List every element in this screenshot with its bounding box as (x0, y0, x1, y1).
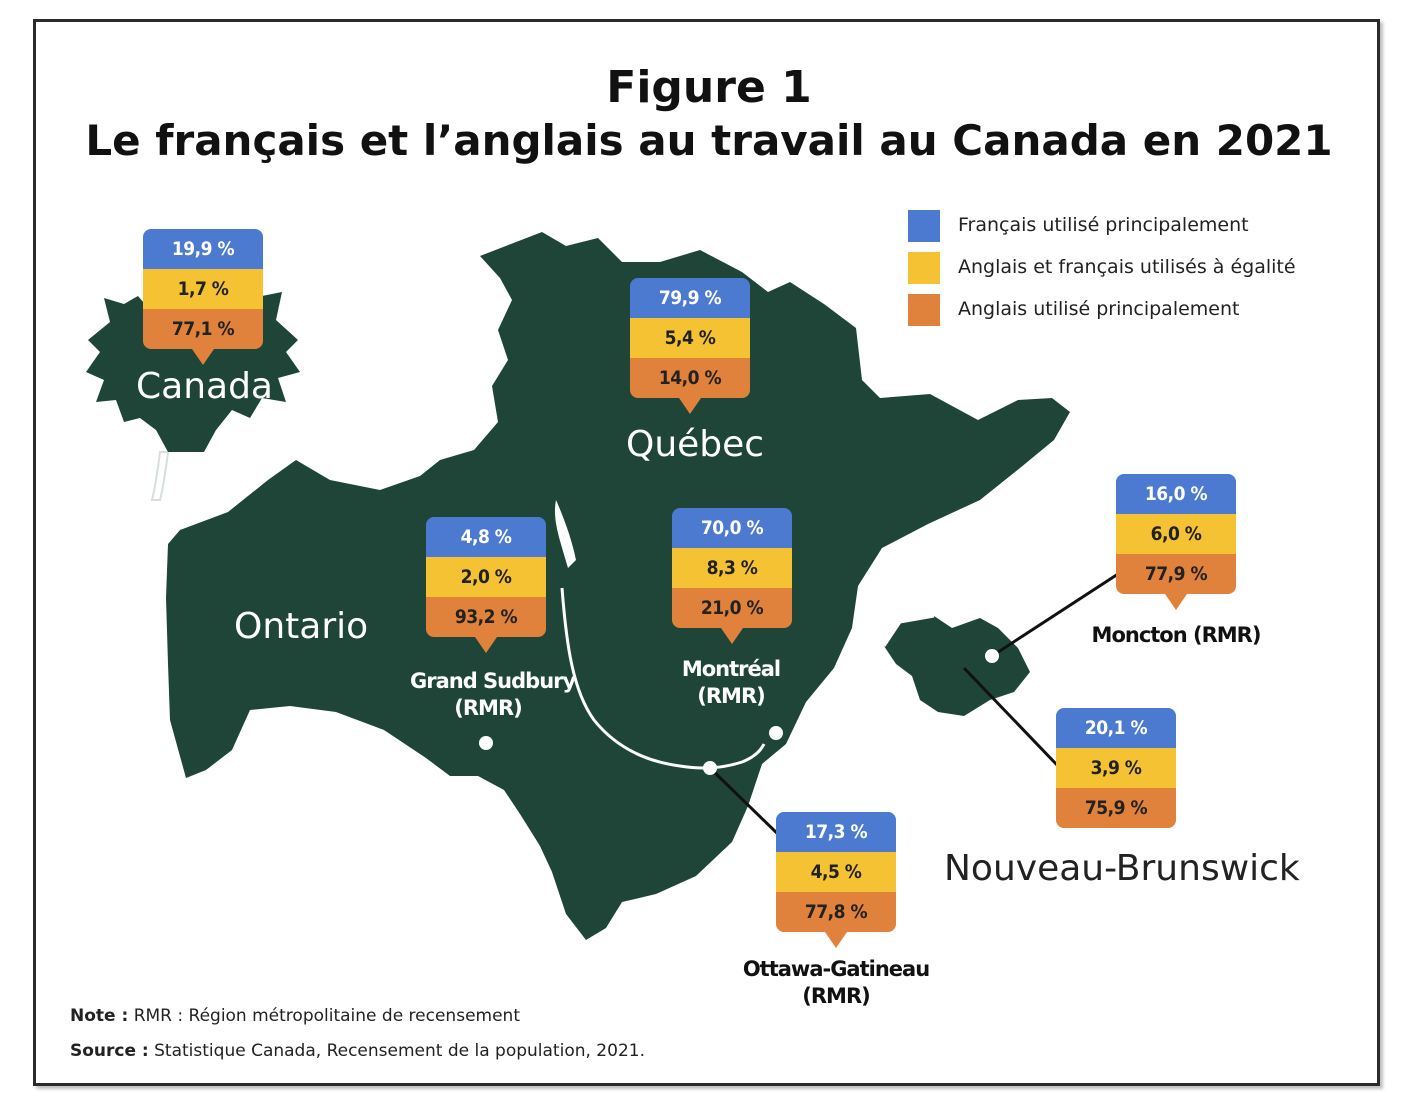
legend-swatch-francais (908, 210, 940, 242)
anglais-pct: 77,8 % (776, 892, 896, 932)
region-label-canada: Canada (136, 366, 273, 407)
anglais-pct: 75,9 % (1056, 788, 1176, 828)
city-label-line: Montréal (681, 657, 781, 681)
region-label-quebec: Québec (626, 424, 765, 465)
region-label-nb: Nouveau-Brunswick (944, 848, 1300, 889)
anglais-pct: 77,1 % (143, 309, 263, 349)
callout-pointer (192, 349, 214, 365)
region-label-ontario: Ontario (234, 606, 369, 647)
leader-line-nb (962, 666, 1060, 768)
callout-quebec: 79,9 % 5,4 % 14,0 % (630, 278, 750, 414)
ontario-quebec-landmass (166, 232, 1070, 940)
callout-nb: 20,1 % 3,9 % 75,9 % (1056, 708, 1176, 828)
city-label-line: (RMR) (802, 984, 870, 1008)
callout-canada: 19,9 % 1,7 % 77,1 % (143, 229, 263, 365)
legend-label-egalite: Anglais et français utilisés à égalité (958, 256, 1296, 278)
hudson-bay-cutout (554, 500, 576, 568)
callout-pointer (825, 932, 847, 948)
francais-pct: 19,9 % (143, 229, 263, 269)
anglais-pct: 93,2 % (426, 597, 546, 637)
figure-title: Le français et l’anglais au travail au C… (85, 116, 1333, 165)
leader-line-ottawa (708, 766, 786, 842)
francais-pct: 17,3 % (776, 812, 896, 852)
nb-outline (882, 614, 935, 647)
source-line: Source : Statistique Canada, Recensement… (70, 1041, 645, 1061)
city-label-line: Grand Sudbury (410, 669, 576, 693)
figure-number: Figure 1 (606, 62, 812, 113)
legend-label-francais: Français utilisé principalement (958, 214, 1249, 236)
legend-swatch-anglais (908, 294, 940, 326)
city-label-line: (RMR) (697, 684, 765, 708)
city-label-line: Ottawa-Gatineau (742, 957, 930, 981)
egalite-pct: 1,7 % (143, 269, 263, 309)
city-label-sudbury: Grand Sudbury (RMR) (410, 668, 576, 722)
callout-pointer (679, 398, 701, 414)
ontario-quebec-border (560, 587, 766, 770)
city-label-montreal: Montréal (RMR) (660, 656, 802, 710)
legend-swatch-egalite (908, 252, 940, 284)
city-label-moncton: Moncton (RMR) (1090, 622, 1262, 649)
egalite-pct: 2,0 % (426, 557, 546, 597)
note-line: Note : RMR : Région métropolitaine de re… (70, 1006, 520, 1026)
francais-pct: 16,0 % (1116, 474, 1236, 514)
egalite-pct: 3,9 % (1056, 748, 1176, 788)
egalite-pct: 8,3 % (672, 548, 792, 588)
francais-pct: 4,8 % (426, 517, 546, 557)
callout-montreal: 70,0 % 8,3 % 21,0 % (672, 508, 792, 644)
city-dot-moncton (985, 649, 999, 663)
anglais-pct: 77,9 % (1116, 554, 1236, 594)
egalite-pct: 6,0 % (1116, 514, 1236, 554)
city-label-ottawa: Ottawa-Gatineau (RMR) (740, 956, 932, 1010)
anglais-pct: 21,0 % (672, 588, 792, 628)
legend-label-anglais: Anglais utilisé principalement (958, 298, 1240, 320)
francais-pct: 70,0 % (672, 508, 792, 548)
note-text: RMR : Région métropolitaine de recenseme… (133, 1006, 520, 1026)
city-dot-montreal (769, 726, 783, 740)
egalite-pct: 4,5 % (776, 852, 896, 892)
egalite-pct: 5,4 % (630, 318, 750, 358)
francais-pct: 79,9 % (630, 278, 750, 318)
callout-sudbury: 4,8 % 2,0 % 93,2 % (426, 517, 546, 653)
francais-pct: 20,1 % (1056, 708, 1176, 748)
city-label-line: Moncton (RMR) (1091, 623, 1262, 647)
callout-pointer (1165, 594, 1187, 610)
gulf-cutout (862, 528, 1062, 640)
callout-ottawa: 17,3 % 4,5 % 77,8 % (776, 812, 896, 948)
city-label-line: (RMR) (454, 696, 522, 720)
city-dot-ottawa (703, 761, 717, 775)
callout-moncton: 16,0 % 6,0 % 77,9 % (1116, 474, 1236, 610)
anglais-pct: 14,0 % (630, 358, 750, 398)
new-brunswick-landmass (884, 616, 1030, 716)
callout-pointer (721, 628, 743, 644)
callout-pointer (475, 637, 497, 653)
note-label: Note : (70, 1006, 129, 1026)
city-dot-sudbury (479, 736, 493, 750)
source-text: Statistique Canada, Recensement de la po… (154, 1041, 645, 1061)
source-label: Source : (70, 1041, 149, 1061)
leader-line-moncton (991, 572, 1119, 658)
